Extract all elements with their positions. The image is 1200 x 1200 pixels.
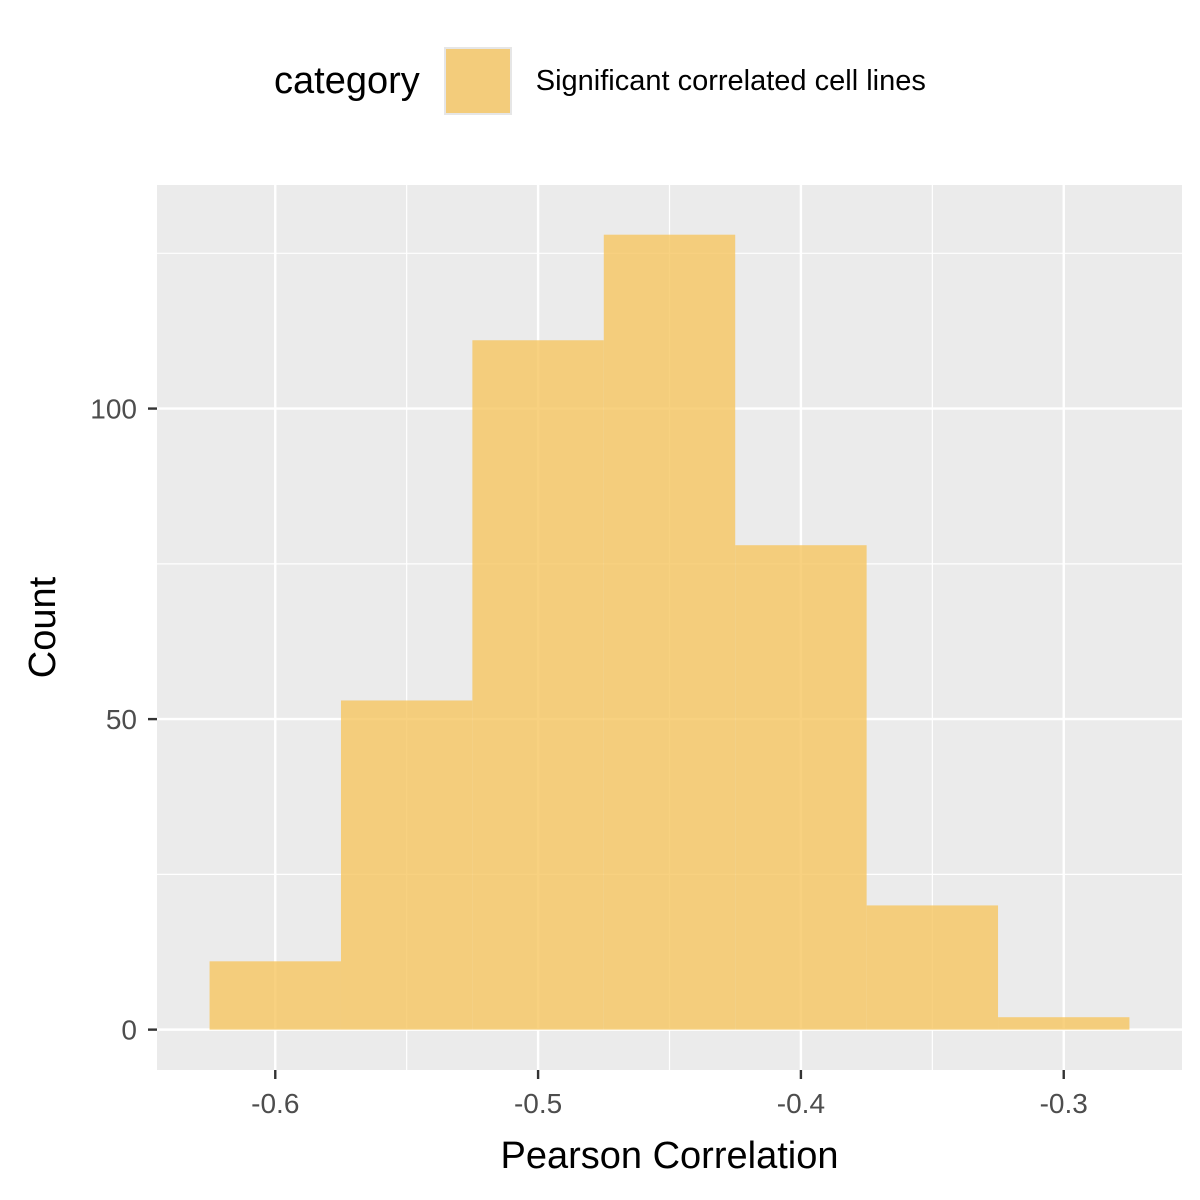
histogram-bar — [209, 961, 341, 1030]
x-tick-label: -0.3 — [1040, 1088, 1088, 1119]
y-tick-label: 50 — [106, 704, 137, 735]
legend-key — [443, 47, 512, 115]
x-axis: -0.6 -0.5 -0.4 -0.3 — [251, 1070, 1088, 1119]
histogram-bar — [472, 340, 604, 1030]
histogram-bar — [866, 905, 999, 1030]
x-tick-label: -0.6 — [251, 1088, 299, 1119]
x-axis-title: Pearson Correlation — [501, 1135, 839, 1177]
histogram-bar — [735, 545, 867, 1030]
legend: category Significant correlated cell lin… — [274, 46, 926, 116]
histogram-bars — [209, 234, 1130, 1030]
y-axis-title: Count — [22, 576, 64, 678]
legend-label: Significant correlated cell lines — [535, 64, 926, 97]
legend-title: category — [274, 59, 420, 102]
y-tick-label: 100 — [90, 394, 137, 425]
x-tick-label: -0.4 — [777, 1088, 825, 1119]
y-tick-label: 0 — [121, 1015, 137, 1046]
y-axis: 0 50 100 — [90, 394, 157, 1046]
histogram-bar — [340, 700, 473, 1030]
x-tick-label: -0.5 — [514, 1088, 562, 1119]
histogram-bar — [998, 1017, 1130, 1030]
legend-swatch — [445, 49, 510, 113]
histogram-bar — [603, 234, 736, 1030]
